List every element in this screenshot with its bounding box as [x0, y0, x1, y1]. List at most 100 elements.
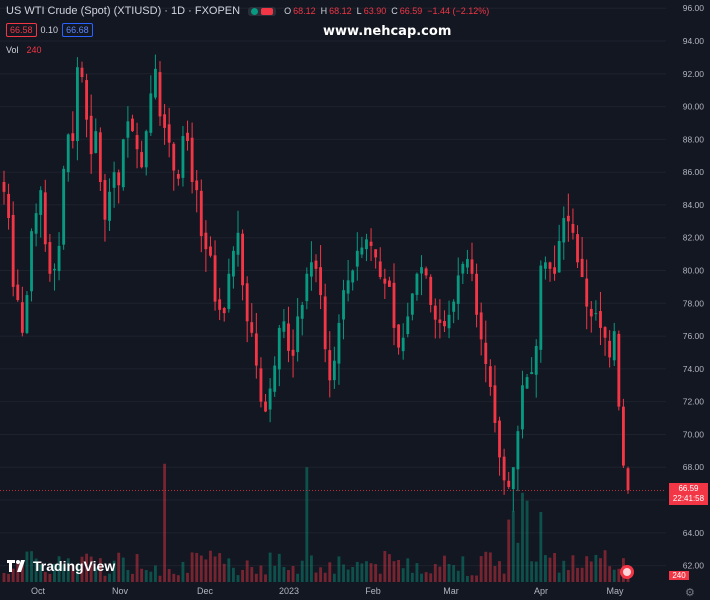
spread-value: 0.10	[40, 25, 59, 35]
candle-body	[470, 259, 474, 274]
candle-body	[85, 80, 89, 120]
volume-bar	[71, 564, 75, 582]
market-status-pill[interactable]	[248, 6, 277, 16]
candle-body	[626, 468, 630, 491]
candle-body	[94, 131, 98, 153]
candle-body	[387, 280, 391, 287]
x-tick-label: Apr	[534, 586, 548, 596]
low-key: L	[356, 6, 362, 16]
candle-body	[250, 322, 254, 333]
volume-bar	[557, 572, 561, 582]
settings-gear-icon[interactable]: ⚙	[685, 587, 695, 599]
volume-bar	[438, 566, 442, 582]
candle-body	[493, 385, 497, 423]
candle-body	[121, 139, 125, 188]
y-tick-label: 94.00	[683, 36, 705, 46]
y-tick-label: 70.00	[683, 429, 705, 439]
candle-body	[612, 331, 616, 361]
candle-body	[112, 172, 116, 188]
candle-body	[447, 314, 451, 329]
candle-body	[7, 193, 11, 219]
candle-body	[30, 231, 33, 292]
volume-bar	[254, 573, 258, 582]
volume-tag: 240	[669, 571, 689, 580]
candle-body	[190, 137, 194, 182]
watermark: www.nehcap.com	[323, 24, 452, 39]
candle-body	[108, 191, 111, 221]
volume-bar	[117, 552, 121, 582]
candle-body	[282, 321, 286, 332]
volume-bar	[397, 559, 401, 582]
candle-body	[273, 365, 277, 392]
volume-bar	[479, 556, 483, 582]
volume-bar	[401, 568, 405, 582]
volume-bar	[530, 561, 534, 582]
symbol-title[interactable]: US WTI Crude (Spot) (XTIUSD) · 1D · FXOP…	[6, 5, 241, 17]
volume-legend[interactable]: Vol 240	[6, 45, 42, 55]
volume-bar	[39, 564, 43, 582]
candle-body	[39, 190, 43, 215]
volume-bar	[585, 556, 589, 582]
volume-bar	[378, 573, 382, 582]
volume-bar	[612, 569, 616, 582]
candle-body	[424, 268, 428, 276]
us-flag-icon[interactable]	[620, 565, 634, 579]
volume-bar	[149, 571, 153, 582]
candle-body	[268, 388, 272, 410]
volume-bar	[562, 560, 566, 582]
candle-body	[309, 262, 313, 277]
volume-bar	[94, 567, 98, 582]
volume-bar	[498, 561, 501, 582]
candle-body	[346, 280, 350, 294]
candle-body	[621, 406, 625, 466]
volume-bar	[410, 572, 414, 582]
candle-body	[342, 290, 345, 320]
candle-body	[433, 305, 437, 320]
volume-bar	[452, 565, 456, 582]
candle-body	[594, 313, 598, 315]
volume-bar	[167, 569, 171, 582]
volume-bar	[576, 567, 579, 582]
candle-body	[195, 180, 199, 191]
candle-body	[16, 284, 20, 301]
volume-bar	[209, 550, 212, 582]
volume-bar	[66, 558, 70, 582]
candle-body	[209, 246, 212, 256]
volume-bar	[236, 575, 240, 582]
y-tick-label: 78.00	[683, 298, 705, 308]
candle-body	[43, 192, 47, 245]
volume-bar	[553, 553, 557, 582]
candle-body	[557, 240, 561, 273]
ask-button[interactable]: 66.68	[62, 23, 93, 37]
candle-body	[172, 143, 176, 171]
volume-bar	[337, 556, 341, 582]
volume-bar	[424, 572, 428, 582]
tradingview-brand[interactable]: TradingView	[7, 558, 115, 574]
candle-body	[80, 67, 84, 78]
candle-body	[360, 247, 364, 255]
candle-body	[277, 327, 281, 370]
volume-bar	[7, 573, 11, 582]
volume-bar	[25, 551, 29, 582]
y-tick-label: 92.00	[683, 69, 705, 79]
candle-body	[365, 239, 368, 250]
bid-button[interactable]: 66.58	[6, 23, 37, 37]
volume-bar	[314, 572, 318, 582]
candle-body	[305, 273, 309, 302]
candle-body	[530, 372, 534, 375]
candle-body	[525, 377, 529, 389]
candle-body	[479, 312, 483, 340]
volume-bar	[465, 575, 469, 582]
volume-bar	[245, 560, 249, 582]
volume-bar	[158, 575, 162, 582]
volume-value: 240	[26, 45, 42, 55]
volume-bar	[190, 552, 194, 582]
volume-bar	[89, 556, 93, 582]
volume-bar	[571, 555, 575, 582]
candle-body	[231, 250, 235, 277]
volume-bar	[11, 568, 15, 582]
candle-body	[144, 131, 148, 168]
volume-bar	[383, 551, 387, 582]
volume-bar	[204, 559, 208, 582]
